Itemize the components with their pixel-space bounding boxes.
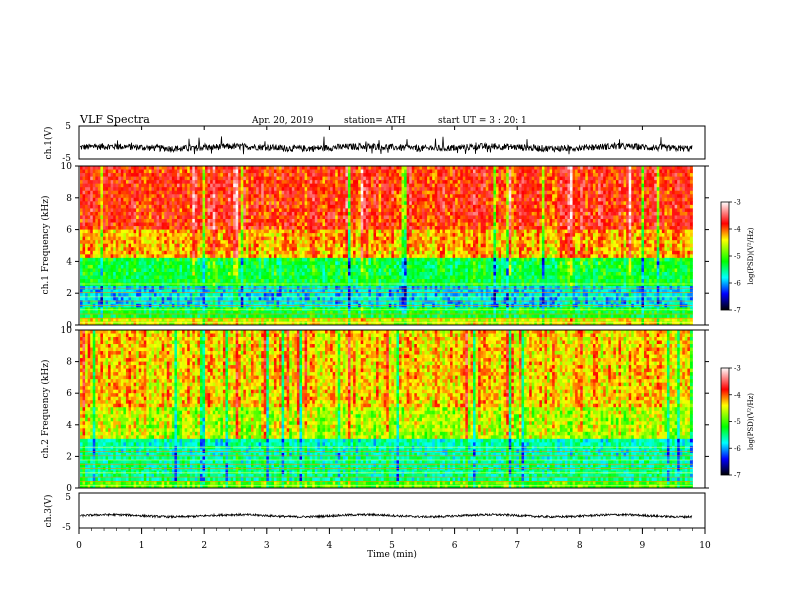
ch1-spectrogram-ytick: 8: [66, 194, 72, 204]
colorbar-tick-label: -5: [734, 418, 741, 426]
colorbar-tick-label: -4: [734, 226, 741, 234]
ch2-spectrogram-ytick: 10: [61, 326, 73, 336]
colorbar-tick-label: -3: [734, 199, 741, 207]
colorbar-label: log(PSD)(V²/Hz): [747, 393, 755, 450]
colorbar-tick-label: -4: [734, 391, 741, 399]
ch2-spectrogram-ytick: 4: [66, 421, 72, 431]
time-tick-label: 3: [264, 541, 270, 551]
colorbar-tick-label: -7: [734, 472, 741, 480]
ch3-waveform-panel: 5 -5 ch.3(V): [43, 493, 705, 533]
ch1-ytick-top: 5: [65, 122, 71, 132]
ch1-spectrogram-ytick: 2: [66, 289, 72, 299]
station-label: station= ATH: [344, 116, 406, 126]
ch1-waveform-frame: [79, 126, 705, 159]
ch2-spectrogram-ytick: 2: [66, 452, 72, 462]
time-tick-label: 2: [201, 541, 207, 551]
time-tick-label: 7: [514, 541, 520, 551]
time-tick-label: 0: [76, 541, 82, 551]
colorbar-tick-label: -5: [734, 253, 741, 261]
colorbar-scale: [721, 202, 729, 310]
time-tick-label: 8: [577, 541, 583, 551]
ch2-colorbar: -3 -4 -5 -6 -7 log(PSD)(V²/Hz): [721, 365, 755, 480]
colorbar-tick-label: -7: [734, 307, 741, 315]
ch2-spectrogram-ytick: 8: [66, 358, 72, 368]
time-tick-label: 4: [327, 541, 333, 551]
colorbar-tick-label: -6: [734, 445, 741, 453]
ch1-colorbar: -3 -4 -5 -6 -7 log(PSD)(V²/Hz): [721, 199, 755, 315]
colorbar-scale: [721, 368, 729, 475]
figure-title: VLF Spectra: [79, 113, 150, 126]
time-tick-label: 6: [452, 541, 458, 551]
time-tick-label: 9: [640, 541, 646, 551]
time-axis-label: Time (min): [367, 549, 417, 560]
colorbar-tick-label: -6: [734, 280, 741, 288]
ch3-ytick-bottom: -5: [62, 523, 71, 533]
ch2-spectrogram-ytick: 6: [66, 389, 72, 399]
ch1-waveform-panel: 5 -5 ch.1(V): [43, 122, 705, 164]
colorbar-label: log(PSD)(V²/Hz): [747, 227, 755, 284]
ch3-waveform-frame: [79, 493, 705, 528]
ch1-spectrogram-ytick: 4: [66, 257, 72, 267]
ch1-spectrogram-ytick: 6: [66, 226, 72, 236]
ch3-waveform-ylabel: ch.3(V): [43, 495, 54, 528]
colorbar-tick-label: -3: [734, 365, 741, 373]
ch1-spectrogram-ytick: 10: [61, 162, 73, 172]
date-label: Apr. 20, 2019: [251, 116, 314, 126]
ch2-spectrogram-ylabel: ch.2 Frequency (kHz): [40, 360, 51, 459]
start-time-label: start UT = 3 : 20: 1: [438, 116, 527, 126]
time-tick-label: 10: [699, 541, 711, 551]
time-tick-label: 1: [139, 541, 145, 551]
ch3-ytick-top: 5: [65, 493, 71, 503]
ch1-waveform-ylabel: ch.1(V): [43, 127, 54, 160]
ch1-spectrogram-ylabel: ch.1 Frequency (kHz): [40, 196, 51, 295]
